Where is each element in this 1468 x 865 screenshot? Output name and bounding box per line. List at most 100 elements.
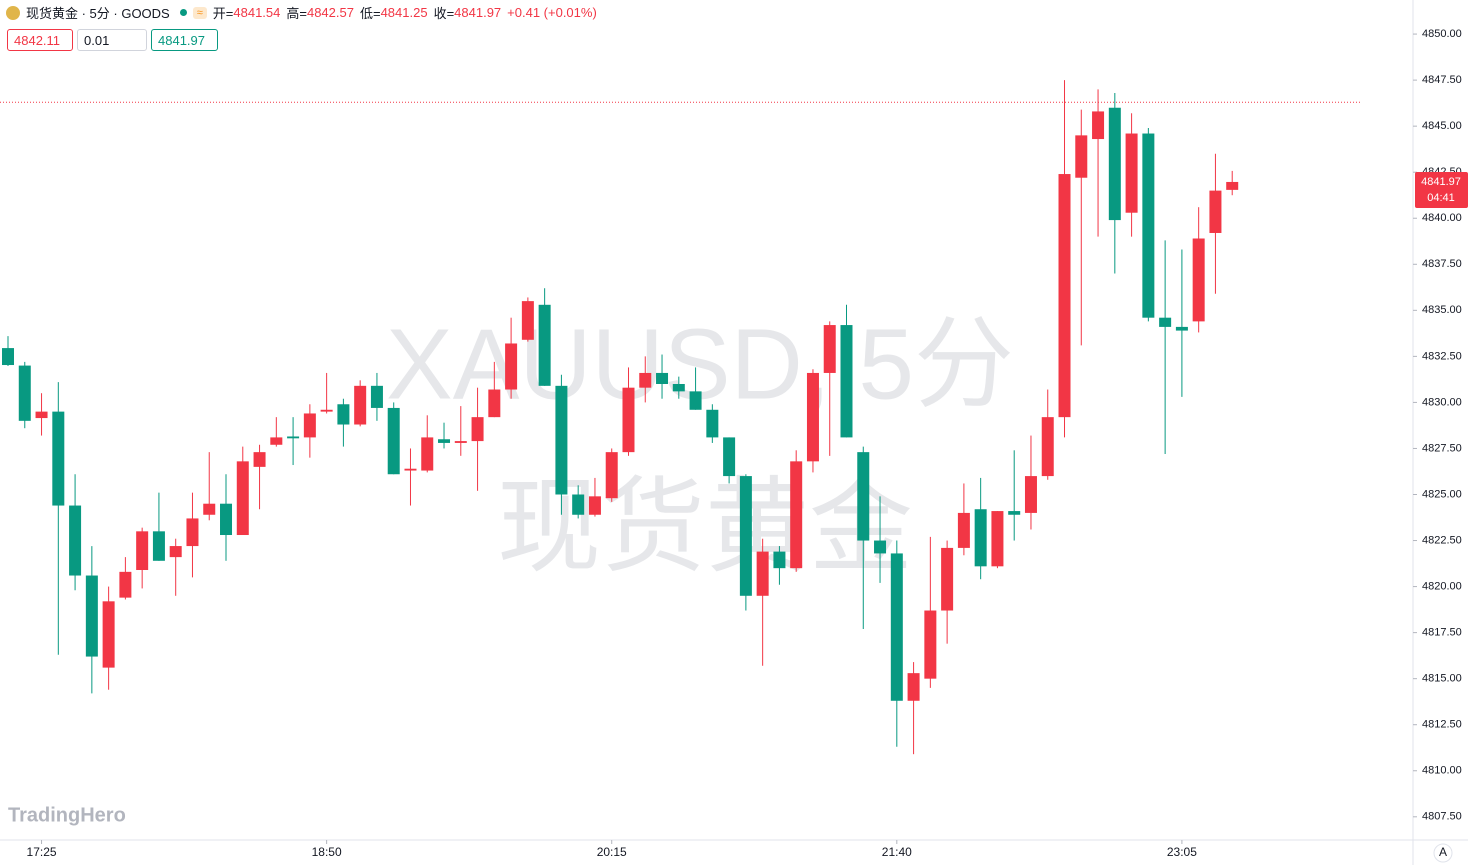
candle-body <box>1125 133 1138 213</box>
price-tag-value: 4841.97 <box>1421 176 1461 188</box>
candle-body <box>1209 190 1222 233</box>
candle-body <box>538 304 551 386</box>
candle-body <box>773 551 786 569</box>
candle-body <box>756 551 769 596</box>
candle-body <box>907 673 920 701</box>
candle-body <box>152 531 165 561</box>
y-tick-label: 4845.00 <box>1422 120 1462 132</box>
x-tick-label: 21:40 <box>882 845 912 859</box>
y-tick-label: 4827.50 <box>1422 442 1462 454</box>
y-tick-label: 4825.00 <box>1422 488 1462 500</box>
candle-body <box>622 387 635 453</box>
y-tick-label: 4815.00 <box>1422 673 1462 685</box>
y-tick-label: 4822.50 <box>1422 534 1462 546</box>
y-tick-label: 4817.50 <box>1422 627 1462 639</box>
x-tick-label: 23:05 <box>1167 845 1197 859</box>
candle-body <box>169 546 182 558</box>
candle-body <box>1226 181 1239 190</box>
candle-body <box>656 372 669 384</box>
candle-body <box>354 385 367 425</box>
candle-body <box>689 391 702 410</box>
candle-body <box>136 531 149 571</box>
ohlc-value: 4841.97 <box>454 5 502 20</box>
candle-body <box>236 461 249 536</box>
candle-body <box>35 411 48 419</box>
candle-body <box>1192 238 1205 322</box>
sell-button[interactable]: 4842.11 <box>7 29 73 51</box>
candle-body <box>102 601 115 668</box>
y-tick-label: 4820.00 <box>1422 580 1462 592</box>
change: +0.41 (+0.01%) <box>507 5 597 20</box>
candle-body <box>52 411 65 506</box>
candle-body <box>739 476 752 596</box>
candle-body <box>1041 417 1054 477</box>
y-tick-label: 4837.50 <box>1422 258 1462 270</box>
candle-body <box>941 547 954 611</box>
ohlc-label: 低= <box>359 6 381 21</box>
candle-body <box>874 540 887 554</box>
candle-body <box>370 385 383 408</box>
candle-body <box>857 452 870 541</box>
candle-body <box>203 503 216 515</box>
candle-body <box>186 518 199 547</box>
y-tick-label: 4840.00 <box>1422 212 1462 224</box>
candle-body <box>974 509 987 567</box>
candle-body <box>471 417 484 442</box>
scale-button-label[interactable]: A <box>1439 845 1447 859</box>
symbol[interactable]: 现货黄金 · 5分 · GOODS <box>26 6 170 21</box>
y-tick-label: 4830.00 <box>1422 396 1462 408</box>
candle-body <box>387 407 400 475</box>
candle-body <box>287 436 300 439</box>
buy-button[interactable]: 4841.97 <box>151 29 218 51</box>
candle-body <box>1175 326 1188 331</box>
ohlc-label: 收= <box>433 6 455 21</box>
candle-body <box>303 413 316 438</box>
candle-body <box>421 437 434 471</box>
ohlc-label: 高= <box>286 6 307 21</box>
scale-button[interactable] <box>1433 843 1453 863</box>
candle-body <box>1159 317 1172 327</box>
candle-body <box>572 494 585 515</box>
candle-body <box>1058 174 1071 418</box>
candle-body <box>672 383 685 392</box>
logo: TradingHero <box>8 804 126 826</box>
candle-body <box>957 512 970 548</box>
ohlc-value: 4841.25 <box>380 5 428 20</box>
candle-body <box>505 343 518 390</box>
candle-body <box>488 389 501 418</box>
badge: ≈ <box>192 6 207 19</box>
candle-body <box>723 437 736 477</box>
candle-body <box>404 468 417 471</box>
legend-header: 现货黄金 · 5分 · GOODS ≈ 开= 4841.54 高= 4842.57 … <box>6 3 603 22</box>
y-tick-label: 4832.50 <box>1422 350 1462 362</box>
candle-body <box>69 505 82 576</box>
y-tick-label: 4810.00 <box>1422 765 1462 777</box>
quantity-input[interactable]: 0.01 <box>77 29 147 51</box>
x-tick-label: 18:50 <box>312 845 342 859</box>
countdown: 04:41 <box>1427 192 1455 204</box>
y-tick-label: 4835.00 <box>1422 304 1462 316</box>
candle-body <box>1008 511 1021 515</box>
candle-body <box>2 348 14 366</box>
candle-body <box>1142 133 1155 318</box>
candle-body <box>790 461 803 569</box>
candle-body <box>320 409 333 412</box>
candle-body <box>18 365 31 421</box>
candle-body <box>1092 111 1105 140</box>
candle-body <box>924 610 937 679</box>
candle-body <box>119 571 132 598</box>
ohlc-value: 4842.57 <box>306 5 354 20</box>
symbol-icon <box>6 5 20 20</box>
candle-body <box>1108 107 1121 221</box>
candle-body <box>706 409 719 438</box>
candle-body <box>85 575 98 657</box>
y-tick-label: 4847.50 <box>1422 74 1462 86</box>
candle-body <box>270 437 283 445</box>
candle-body <box>337 404 350 425</box>
candle-body <box>991 511 1004 567</box>
candle-body <box>1075 135 1088 178</box>
x-tick-label: 17:25 <box>27 845 57 859</box>
candle-body <box>588 496 601 515</box>
